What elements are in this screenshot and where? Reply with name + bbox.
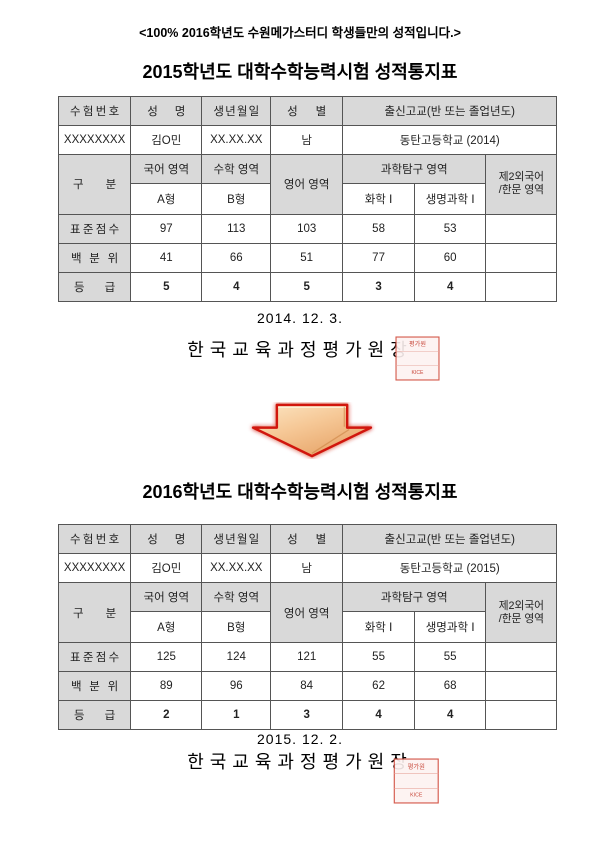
svg-text:평가원: 평가원	[409, 340, 426, 348]
svg-text:KICE: KICE	[410, 792, 423, 798]
svg-text:평가원: 평가원	[408, 761, 426, 770]
svg-text:KICE: KICE	[412, 370, 425, 376]
